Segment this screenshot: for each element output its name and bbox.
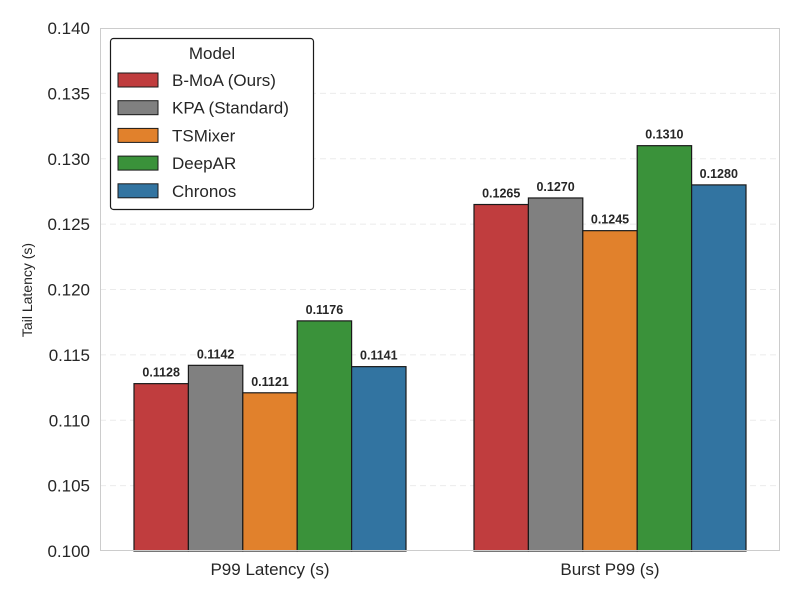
legend-label: Chronos [172, 182, 236, 201]
bar-chronos-2 [690, 184, 747, 552]
bar-deepar-2 [636, 145, 693, 552]
bar-deepar-1 [296, 320, 353, 552]
y-tick-label: 0.100 [47, 542, 90, 561]
y-tick-label: 0.125 [47, 215, 90, 234]
bar-value-label: 0.1141 [360, 349, 398, 363]
legend-items: B-MoA (Ours) KPA (Standard) TSMixer DeepAR C… [117, 71, 289, 201]
legend-item: Chronos [117, 182, 236, 201]
legend-swatch [117, 100, 159, 116]
bar-value-label: 0.1121 [251, 375, 289, 389]
legend-label: B-MoA (Ours) [172, 71, 276, 90]
bar-value-label: 0.1176 [306, 303, 344, 317]
legend-label: DeepAR [172, 154, 236, 173]
y-tick-label: 0.120 [47, 281, 90, 300]
bar-b-moa-ours-1 [133, 383, 190, 552]
x-tick-label: P99 Latency (s) [210, 560, 329, 579]
bar-kpa-standard-1 [187, 364, 244, 552]
x-tick-label: Burst P99 (s) [560, 560, 659, 579]
y-tick-label: 0.135 [47, 84, 90, 103]
bar-value-label: 0.1142 [197, 347, 235, 361]
bar-value-label: 0.1280 [700, 167, 738, 181]
y-axis-label: Tail Latency (s) [19, 243, 35, 337]
legend-item: TSMixer [117, 126, 236, 145]
y-tick-label: 0.140 [47, 19, 90, 38]
bar-tsmixer-1 [242, 392, 298, 552]
x-axis-ticks: P99 Latency (s) Burst P99 (s) [210, 560, 659, 579]
y-tick-label: 0.110 [49, 411, 90, 430]
legend-item: KPA (Standard) [117, 99, 289, 118]
bar-value-label: 0.1128 [142, 366, 180, 380]
legend-swatch [117, 155, 159, 171]
legend-frame [109, 37, 315, 211]
data-labels: 0.1128 0.1142 0.1121 0.1176 0.1141 0.1265 0.12… [142, 128, 738, 389]
plot-frame [100, 28, 780, 551]
y-tick-label: 0.130 [47, 150, 90, 169]
legend-swatch [117, 72, 159, 88]
bar-chronos-1 [351, 366, 407, 552]
bar-value-label: 0.1270 [536, 180, 574, 194]
bar-kpa-standard-2 [527, 197, 584, 552]
legend-title: Model [189, 44, 235, 63]
legend-swatch [117, 127, 159, 143]
legend-item: B-MoA (Ours) [117, 71, 276, 90]
y-tick-label: 0.115 [49, 346, 90, 365]
legend-swatch [117, 183, 159, 199]
y-axis-ticks: 0.100 0.105 0.110 0.115 0.120 0.125 0.130 0.135… [47, 19, 90, 561]
bar-b-moa-ours-2 [473, 203, 530, 552]
bar-value-label: 0.1310 [645, 128, 683, 142]
y-tick-label: 0.105 [47, 477, 90, 496]
bar-value-label: 0.1265 [482, 187, 520, 201]
legend: Model B-MoA (Ours) KPA (Standard) TSMixer D… [109, 37, 315, 211]
bars [133, 145, 747, 552]
legend-label: KPA (Standard) [172, 99, 289, 118]
legend-item: DeepAR [117, 154, 236, 173]
legend-label: TSMixer [172, 126, 236, 145]
bar-value-label: 0.1245 [591, 213, 629, 227]
bar-tsmixer-2 [582, 230, 638, 552]
